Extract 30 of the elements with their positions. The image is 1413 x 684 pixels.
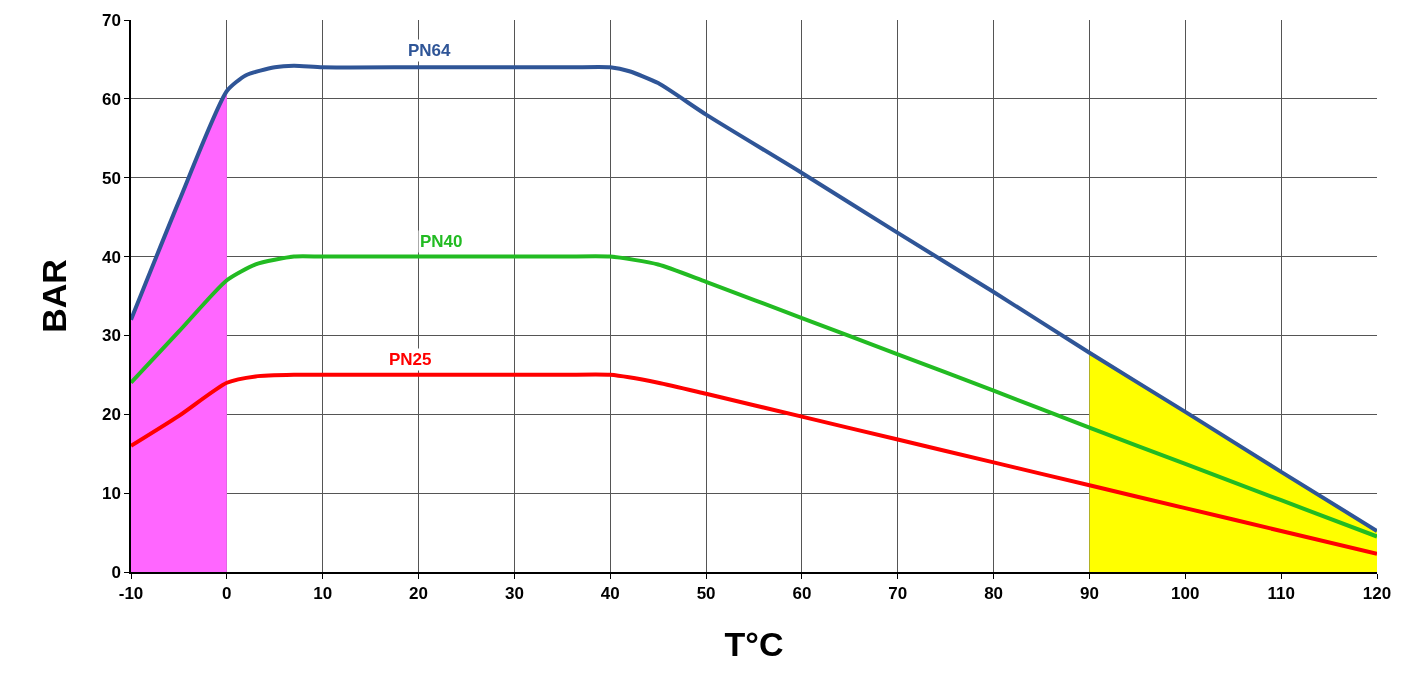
y-tick-label: 50 [101, 168, 121, 188]
x-tick-label: 70 [888, 584, 908, 604]
series-label: PN64 [408, 41, 452, 60]
y-tick-label: 20 [101, 405, 121, 425]
x-tick-label: 60 [792, 584, 812, 604]
series-label: PN40 [420, 232, 463, 251]
x-tick-label: 20 [409, 584, 428, 604]
x-tick-label: 30 [504, 584, 524, 604]
x-tick-label: 100 [1171, 584, 1200, 604]
y-tick-label: 40 [101, 247, 121, 267]
y-tick-label: 60 [101, 89, 121, 109]
y-tick-label: 10 [101, 484, 121, 504]
x-axis-title: T°C [724, 624, 784, 663]
x-tick-label: 90 [1080, 584, 1099, 604]
x-tick-label: 110 [1267, 584, 1295, 604]
x-tick-label: 40 [600, 584, 620, 604]
line-series [131, 63, 1377, 533]
x-tick-label: 0 [222, 584, 232, 604]
y-tick-label: 70 [101, 10, 121, 30]
x-tick-label: 10 [313, 584, 333, 604]
x-tick-label: 120 [1362, 584, 1392, 604]
x-tick-label: 50 [696, 584, 716, 604]
series-label: PN25 [389, 350, 432, 369]
x-tick-label: -10 [118, 584, 144, 604]
line-series [131, 254, 1377, 539]
y-axis-title: BAR [35, 259, 74, 333]
x-tick-label: 80 [984, 584, 1004, 604]
line-series [131, 372, 1377, 556]
y-tick-label: 30 [101, 326, 121, 346]
y-tick-label: 0 [111, 562, 121, 582]
